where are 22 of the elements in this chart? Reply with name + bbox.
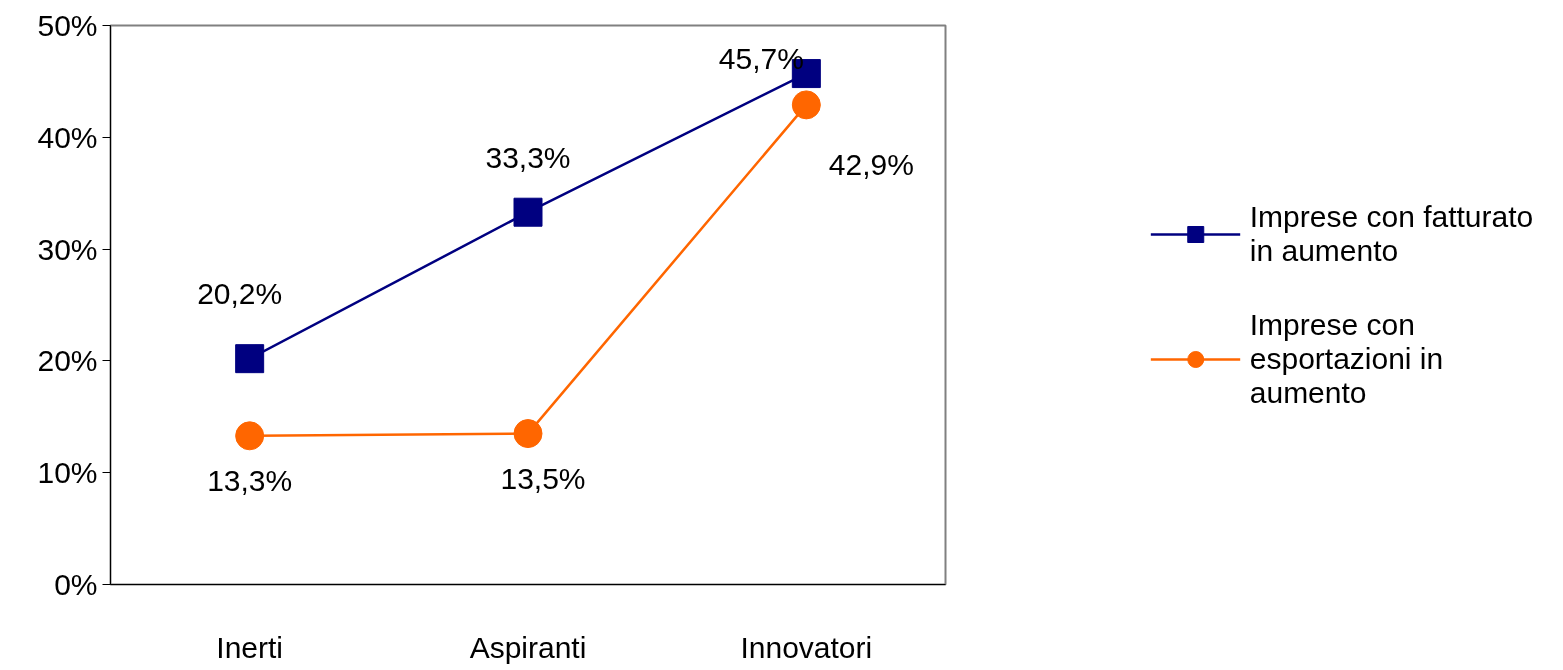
x-tick-label: Aspiranti — [469, 630, 587, 664]
data-label: 42,9% — [828, 148, 914, 182]
y-tick-label: 20% — [37, 344, 98, 378]
point — [513, 419, 543, 449]
data-label: 33,3% — [485, 140, 571, 174]
point — [235, 421, 265, 451]
y-tick-label: 10% — [37, 456, 98, 490]
y-tick-label: 0% — [54, 568, 98, 601]
legend-label: Imprese con esportazioni in aumento — [1249, 307, 1444, 410]
point — [513, 197, 543, 227]
data-label: 13,5% — [500, 462, 586, 496]
y-tick-label: 30% — [37, 232, 98, 266]
y-tick-label: 50% — [37, 9, 98, 42]
data-label: 13,3% — [207, 464, 293, 498]
data-label: 20,2% — [197, 277, 283, 311]
y-tick-label: 40% — [37, 120, 98, 154]
point — [235, 344, 265, 374]
data-label: 45,7% — [718, 42, 804, 76]
x-tick-label: Inerti — [216, 630, 284, 664]
legend-label: Imprese con fatturato in aumento — [1249, 199, 1534, 268]
point — [791, 90, 821, 120]
x-tick-label: Innovatori — [740, 630, 873, 664]
